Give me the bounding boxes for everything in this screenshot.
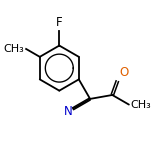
Text: O: O — [119, 66, 129, 79]
Text: F: F — [56, 16, 63, 29]
Text: CH₃: CH₃ — [130, 100, 151, 110]
Text: CH₃: CH₃ — [3, 44, 24, 54]
Text: N: N — [64, 105, 73, 118]
